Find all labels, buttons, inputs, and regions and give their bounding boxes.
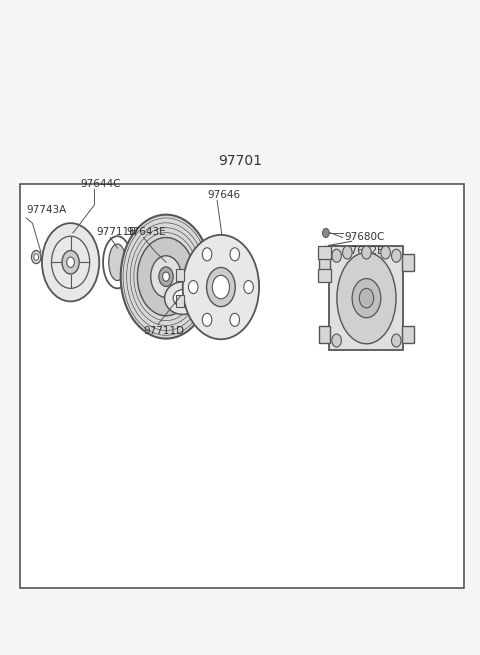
Ellipse shape — [173, 290, 192, 307]
Text: 97711B: 97711B — [96, 227, 136, 238]
Circle shape — [230, 248, 240, 261]
Bar — [319, 326, 330, 343]
Bar — [318, 269, 331, 282]
Bar — [329, 246, 404, 350]
Circle shape — [332, 334, 341, 347]
Circle shape — [202, 313, 212, 326]
Circle shape — [244, 280, 253, 293]
Text: 97643E: 97643E — [126, 227, 166, 238]
Circle shape — [42, 223, 99, 301]
Circle shape — [352, 278, 381, 318]
Bar — [318, 246, 331, 259]
Text: 97701: 97701 — [218, 154, 262, 168]
Circle shape — [202, 248, 212, 261]
Circle shape — [392, 334, 401, 347]
Circle shape — [323, 229, 329, 238]
Ellipse shape — [109, 244, 126, 280]
Circle shape — [120, 215, 211, 339]
Circle shape — [206, 267, 235, 307]
Circle shape — [362, 246, 371, 259]
Circle shape — [34, 253, 38, 260]
Circle shape — [183, 235, 259, 339]
Circle shape — [163, 272, 169, 281]
Circle shape — [230, 313, 240, 326]
Circle shape — [332, 250, 341, 262]
Circle shape — [67, 257, 74, 267]
Ellipse shape — [337, 252, 396, 344]
Circle shape — [151, 255, 181, 297]
Circle shape — [137, 238, 195, 316]
Circle shape — [343, 246, 352, 259]
Circle shape — [159, 267, 173, 286]
Bar — [176, 295, 184, 307]
Text: 97680C: 97680C — [344, 233, 384, 242]
Bar — [403, 326, 414, 343]
Bar — [403, 254, 414, 271]
Text: 97652B: 97652B — [344, 246, 384, 255]
Text: 97644C: 97644C — [80, 179, 120, 189]
Text: 97646: 97646 — [207, 191, 240, 200]
Text: 97711D: 97711D — [144, 326, 185, 336]
Bar — [319, 254, 330, 271]
Ellipse shape — [165, 282, 201, 314]
Text: 97743A: 97743A — [26, 205, 66, 215]
Circle shape — [392, 250, 401, 262]
Circle shape — [360, 288, 373, 308]
Circle shape — [212, 275, 229, 299]
Circle shape — [189, 280, 198, 293]
Bar — [176, 269, 184, 280]
Circle shape — [32, 251, 41, 263]
FancyBboxPatch shape — [21, 184, 464, 588]
Circle shape — [62, 251, 79, 274]
Circle shape — [381, 246, 390, 259]
